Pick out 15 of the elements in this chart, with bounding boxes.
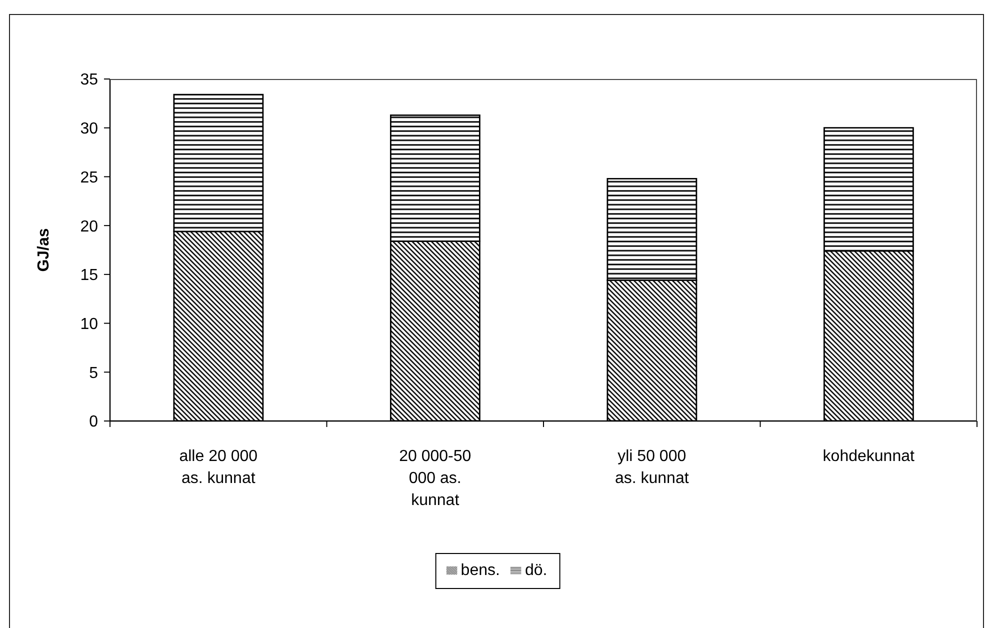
y-tick-label: 25 bbox=[80, 169, 98, 186]
x-tick-label: 20 000-50 000 as. kunnat bbox=[399, 448, 472, 509]
y-axis-title: GJ/as bbox=[36, 228, 52, 272]
y-tick-label: 0 bbox=[89, 414, 98, 431]
y-tick-label: 5 bbox=[89, 364, 98, 382]
y-tick-label: 20 bbox=[80, 218, 98, 236]
y-tick-label: 15 bbox=[80, 267, 98, 284]
x-tick-label: yli 50 000 as. kunnat bbox=[614, 448, 690, 487]
y-tick-label: 30 bbox=[80, 120, 98, 138]
legend-label: dö. bbox=[524, 562, 548, 579]
x-tick-label: kohdekunnat bbox=[822, 448, 915, 465]
legend-label: bens. bbox=[460, 562, 500, 579]
y-tick-label: 35 bbox=[80, 72, 98, 89]
x-tick-label: alle 20 000 as. kunnat bbox=[179, 448, 258, 487]
y-tick-label: 10 bbox=[80, 316, 98, 333]
